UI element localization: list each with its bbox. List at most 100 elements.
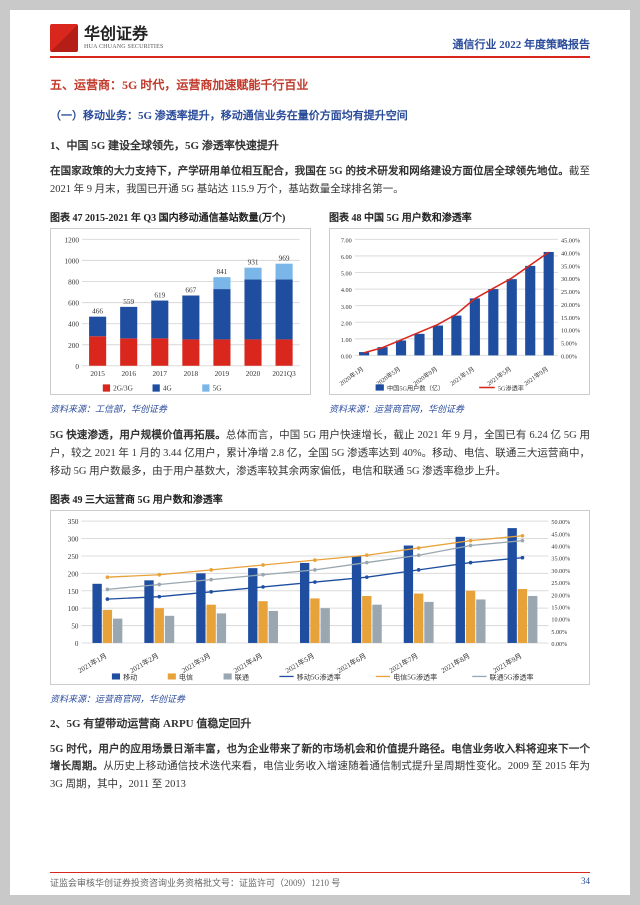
- svg-text:0.00%: 0.00%: [551, 642, 567, 648]
- chart-48-svg: 0.001.002.003.004.005.006.007.000.00%5.0…: [329, 228, 590, 396]
- chart-47-source: 资料来源：工信部，华创证券: [50, 402, 311, 415]
- para-3: 5G 时代，用户的应用场景日渐丰富，也为企业带来了新的市场机会和价值提升路径。电…: [50, 741, 590, 795]
- charts-row-1: 图表 47 2015-2021 年 Q3 国内移动通信基站数量(万个) 0 200…: [50, 209, 590, 426]
- svg-text:40.00%: 40.00%: [551, 545, 570, 551]
- svg-text:350: 350: [68, 518, 79, 526]
- content: 五、运营商：5G 时代，运营商加速赋能千行百业 （一）移动业务：5G 渗透率提升…: [50, 58, 590, 794]
- svg-text:4.00: 4.00: [341, 287, 352, 294]
- svg-text:0: 0: [75, 640, 79, 648]
- svg-text:400: 400: [68, 320, 79, 328]
- svg-text:600: 600: [68, 299, 79, 307]
- svg-text:20.00%: 20.00%: [561, 302, 580, 309]
- svg-text:619: 619: [154, 291, 165, 299]
- heading-1: 五、运营商：5G 时代，运营商加速赋能千行百业: [50, 76, 590, 93]
- footer-left: 证监会审核华创证券投资咨询业务资格批文号：证监许可（2009）1210 号: [50, 876, 340, 889]
- svg-text:2015: 2015: [90, 370, 105, 378]
- doc-title: 通信行业 2022 年度策略报告: [453, 36, 591, 52]
- svg-text:2020: 2020: [246, 370, 261, 378]
- svg-text:5.00%: 5.00%: [551, 630, 567, 636]
- svg-text:0: 0: [75, 363, 79, 371]
- svg-text:中国5G用户数（亿）: 中国5G用户数（亿）: [387, 384, 444, 392]
- svg-text:250: 250: [68, 553, 79, 561]
- svg-text:2016: 2016: [121, 370, 136, 378]
- svg-text:300: 300: [68, 536, 79, 544]
- svg-text:1200: 1200: [64, 236, 79, 244]
- svg-text:1000: 1000: [64, 257, 79, 265]
- svg-text:969: 969: [279, 254, 290, 262]
- chart-47: 图表 47 2015-2021 年 Q3 国内移动通信基站数量(万个) 0 200…: [50, 209, 311, 426]
- svg-text:2020年1月: 2020年1月: [338, 365, 365, 388]
- svg-text:5G: 5G: [213, 384, 223, 392]
- svg-text:5.00: 5.00: [341, 270, 352, 277]
- svg-text:931: 931: [248, 258, 259, 266]
- heading-3-2: 2、5G 有望带动运营商 ARPU 值稳定回升: [50, 715, 590, 731]
- svg-text:100: 100: [68, 605, 79, 613]
- svg-text:2021年1月: 2021年1月: [449, 365, 476, 388]
- svg-text:2019: 2019: [215, 370, 230, 378]
- svg-text:2021年6月: 2021年6月: [336, 651, 368, 675]
- svg-text:50.00%: 50.00%: [551, 520, 570, 526]
- svg-text:40.00%: 40.00%: [561, 250, 580, 257]
- footer: 证监会审核华创证券投资咨询业务资格批文号：证监许可（2009）1210 号 34: [50, 872, 590, 889]
- svg-text:电信: 电信: [179, 672, 193, 681]
- chart-49-svg: 0501001502002503003500.00%5.00%10.00%15.…: [50, 510, 590, 685]
- svg-text:466: 466: [92, 307, 103, 315]
- svg-text:50: 50: [71, 623, 79, 631]
- svg-text:2021年4月: 2021年4月: [232, 651, 264, 675]
- chart-48-source: 资料来源：运营商官网，华创证券: [329, 402, 590, 415]
- svg-text:800: 800: [68, 278, 79, 286]
- logo: 华创证券 HUA CHUANG SECURITIES: [50, 24, 164, 52]
- svg-text:15.00%: 15.00%: [561, 315, 580, 322]
- svg-text:2020年5月: 2020年5月: [375, 365, 402, 388]
- svg-text:30.00%: 30.00%: [561, 276, 580, 283]
- svg-text:2021年1月: 2021年1月: [76, 651, 108, 675]
- chart-49: 图表 49 三大运营商 5G 用户数和渗透率 0 50 100 150 200 250 30…: [50, 491, 590, 705]
- svg-text:200: 200: [68, 570, 79, 578]
- chart-49-title: 图表 49 三大运营商 5G 用户数和渗透率: [50, 491, 590, 506]
- para-2: 5G 快速渗透，用户规模价值再拓展。总体而言，中国 5G 用户快速增长，截止 2…: [50, 427, 590, 481]
- svg-text:移动5G渗透率: 移动5G渗透率: [297, 672, 341, 681]
- svg-text:150: 150: [68, 588, 79, 596]
- page-number: 34: [581, 876, 590, 889]
- svg-text:2.00: 2.00: [341, 320, 352, 327]
- svg-text:2021Q3: 2021Q3: [272, 370, 296, 378]
- heading-2: （一）移动业务：5G 渗透率提升，移动通信业务在量价方面均有提升空间: [50, 107, 590, 123]
- svg-text:5G渗透率: 5G渗透率: [498, 384, 524, 392]
- svg-text:35.00%: 35.00%: [561, 263, 580, 270]
- svg-text:15.00%: 15.00%: [551, 605, 570, 611]
- chart-49-source: 资料来源：运营商官网，华创证券: [50, 692, 590, 705]
- svg-text:联通5G渗透率: 联通5G渗透率: [490, 672, 534, 681]
- chart-47-title: 图表 47 2015-2021 年 Q3 国内移动通信基站数量(万个): [50, 209, 311, 224]
- heading-3-1: 1、中国 5G 建设全球领先，5G 渗透率快速提升: [50, 137, 590, 153]
- svg-text:667: 667: [185, 286, 196, 294]
- chart-47-svg: 0 200 400 600 800 1000 1200 466 2015 559 2016 619 20…: [50, 228, 311, 396]
- page: 华创证券 HUA CHUANG SECURITIES 通信行业 2022 年度策…: [10, 10, 630, 895]
- svg-text:2021年5月: 2021年5月: [485, 365, 512, 388]
- chart-48: 图表 48 中国 5G 用户数和渗透率 0.001.002.003.004.00…: [329, 209, 590, 426]
- svg-text:移动: 移动: [123, 672, 137, 681]
- svg-text:559: 559: [123, 297, 134, 305]
- svg-text:2021年8月: 2021年8月: [439, 651, 471, 675]
- svg-text:0.00: 0.00: [341, 353, 352, 360]
- svg-text:30.00%: 30.00%: [551, 569, 570, 575]
- svg-text:25.00%: 25.00%: [561, 289, 580, 296]
- svg-text:2017: 2017: [153, 370, 168, 378]
- svg-text:35.00%: 35.00%: [551, 557, 570, 563]
- svg-text:45.00%: 45.00%: [551, 532, 570, 538]
- page-header: 华创证券 HUA CHUANG SECURITIES 通信行业 2022 年度策…: [50, 10, 590, 58]
- logo-en: HUA CHUANG SECURITIES: [84, 44, 164, 51]
- svg-text:6.00: 6.00: [341, 254, 352, 261]
- svg-text:4G: 4G: [163, 384, 173, 392]
- svg-text:45.00%: 45.00%: [561, 237, 580, 244]
- svg-text:2021年7月: 2021年7月: [388, 651, 420, 675]
- svg-text:2021年5月: 2021年5月: [284, 651, 316, 675]
- svg-text:2021年2月: 2021年2月: [128, 651, 160, 675]
- svg-text:2021年9月: 2021年9月: [491, 651, 523, 675]
- svg-text:联通: 联通: [235, 672, 249, 681]
- svg-text:10.00%: 10.00%: [561, 327, 580, 334]
- svg-text:200: 200: [68, 341, 79, 349]
- svg-text:2G/3G: 2G/3G: [113, 384, 134, 392]
- svg-text:1.00: 1.00: [341, 337, 352, 344]
- svg-text:2021年3月: 2021年3月: [180, 651, 212, 675]
- logo-cn: 华创证券: [84, 26, 164, 44]
